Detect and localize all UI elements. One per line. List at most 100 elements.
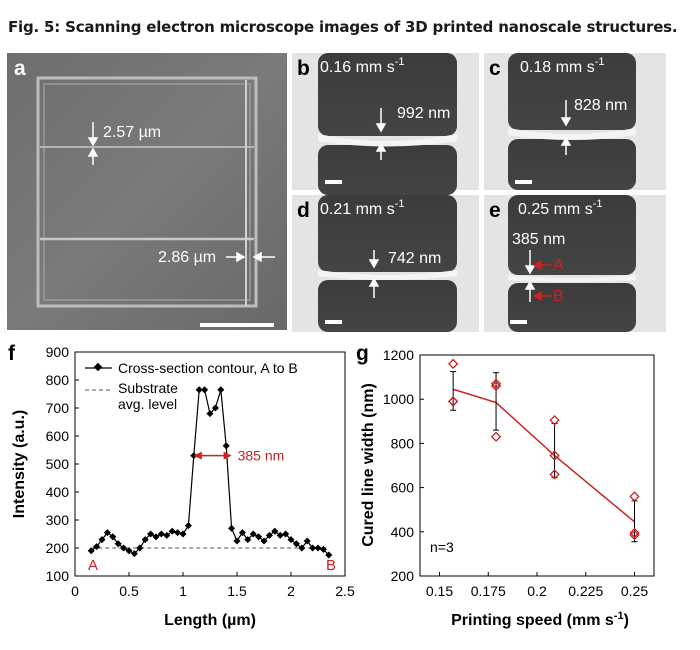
data-point [152,533,160,541]
data-point [114,540,122,548]
scale-bar [325,180,342,184]
data-point [276,531,284,539]
data-point [217,386,225,394]
panel-c-label: c [489,57,501,80]
measure-arrow-bottom [226,251,275,263]
panel-a-image [7,53,287,330]
data-point [120,544,128,552]
legend: Cross-section contour, A to B Substrate a… [85,360,298,412]
data-point [319,545,327,553]
block-upper [508,53,636,130]
measure-arrows [375,108,387,160]
data-point [447,358,459,370]
panel-g-label: g [356,342,369,365]
x-axis-title: Length (µm) [164,612,256,629]
data-point [244,536,252,544]
block-upper [318,195,457,272]
data-point [325,551,333,559]
legend-marker [93,362,103,372]
data-point [163,531,171,539]
data-point [549,450,560,461]
block-lower [508,283,636,332]
label-a: A [88,557,98,574]
marker-arrows [532,259,552,302]
data-point [174,529,182,537]
y-tick-label: 800 [46,372,70,388]
block-lower [318,280,457,332]
y-tick-label: 600 [46,428,70,444]
printed-frame [36,76,258,308]
panel-a: a 2.57 µm 2.86 µm [7,53,287,330]
panel-c: c 0.18 mm s-1 828 nm [484,53,666,190]
data-point [314,544,322,552]
y-tick-label: 700 [46,400,70,416]
printed-line [318,134,457,147]
data-point [130,550,138,558]
data-point [260,537,268,545]
printed-line [508,275,636,282]
data-point [233,537,241,545]
data-point [303,537,311,545]
y-tick-label: 500 [46,456,70,472]
data-point [136,544,144,552]
marker-a: A [553,257,564,274]
data-point [93,543,101,551]
plot-frame [74,351,346,577]
measure-arrow-top [87,122,99,165]
block-upper [318,53,457,136]
y-tick-label: 400 [46,484,70,500]
speed-label: 0.25 mm s-1 [518,198,602,218]
svg-text:385 nm: 385 nm [238,448,285,464]
data-point [125,547,133,555]
data-point [103,529,111,537]
data-point [490,380,502,392]
data-point [298,544,306,552]
printed-line [508,128,636,140]
scale-bar [325,320,342,324]
speed-label: 0.16 mm s-1 [320,56,404,76]
data-point [271,527,279,535]
x-tick-label: 0.15 [426,583,453,599]
contour-points [87,386,333,559]
x-tick-label: 1 [179,583,187,599]
y-tick-label: 300 [46,512,70,528]
data-point [287,536,295,544]
panel-e: e 0.25 mm s-1 385 nm A B [484,195,666,332]
scale-bar [510,320,527,324]
width-label: 992 nm [397,105,450,122]
x-tick-label: 1.5 [227,583,247,599]
block-lower [508,139,636,190]
figure-title: Fig. 5: Scanning electron microscope ima… [8,18,678,36]
x-tick-label: 0 [71,583,79,599]
legend-label-contour: Cross-section contour, A to B [118,360,298,376]
panel-d-label: d [297,199,310,222]
y-tick-label: 200 [391,568,415,584]
panel-a-label: a [14,57,26,80]
data-points [447,358,640,541]
chart-f: f 100 200 300 400 500 600 700 800 900 0 0.5 1 1.5 2 2… [8,342,355,629]
y-tick-label: 1200 [383,347,414,363]
y-tick-label: 200 [46,540,70,556]
data-point [109,533,117,541]
block-lower [318,145,457,195]
data-point [265,531,273,539]
y-axis-title: Cured line width (nm) [360,383,377,547]
label-b: B [326,557,336,574]
data-point [228,524,236,532]
measure-arrows [524,250,536,302]
measure-arrows [368,250,380,298]
data-point [222,442,230,450]
y-axis: 100 200 300 400 500 600 700 800 900 [46,344,79,584]
mean-line [452,388,635,523]
data-point [447,396,459,407]
panel-f-label: f [8,342,16,365]
scale-bar [200,323,274,327]
x-tick-label: 0.25 [621,583,648,599]
x-tick-label: 0.5 [119,583,139,599]
x-axis: 0.15 0.175 0.2 0.225 0.25 [426,572,648,599]
scale-bar [515,180,532,184]
data-point [87,547,95,555]
y-axis-title: Intensity (a.u.) [11,410,28,518]
width-label: 385 nm [512,231,565,248]
